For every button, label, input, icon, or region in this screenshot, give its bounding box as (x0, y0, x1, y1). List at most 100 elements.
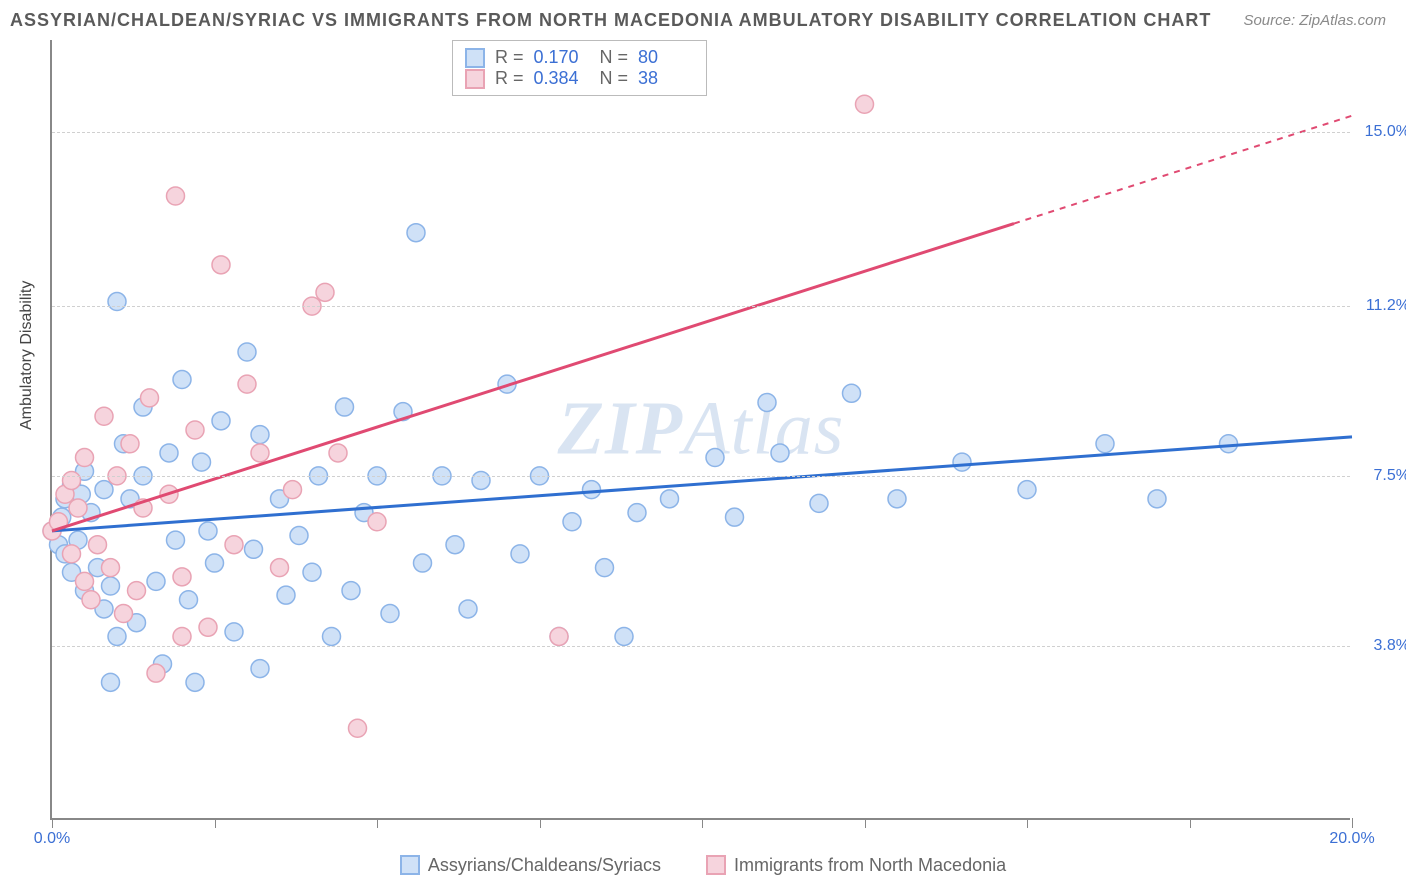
scatter-point (167, 531, 185, 549)
scatter-point (414, 554, 432, 572)
scatter-point (82, 591, 100, 609)
scatter-point (206, 554, 224, 572)
scatter-point (550, 627, 568, 645)
scatter-point (193, 453, 211, 471)
legend-swatch-0 (465, 48, 485, 68)
scatter-point (108, 627, 126, 645)
r-value-1: 0.384 (534, 68, 590, 89)
scatter-point (661, 490, 679, 508)
scatter-point (459, 600, 477, 618)
scatter-point (628, 504, 646, 522)
scatter-point (511, 545, 529, 563)
trend-line (52, 437, 1352, 531)
source-label: Source: ZipAtlas.com (1243, 12, 1386, 29)
scatter-point (225, 623, 243, 641)
scatter-point (102, 577, 120, 595)
gridline (52, 306, 1350, 307)
y-tick-label: 3.8% (1374, 637, 1406, 655)
scatter-point (147, 664, 165, 682)
scatter-point (1220, 435, 1238, 453)
x-tick (702, 818, 703, 828)
scatter-point (63, 471, 81, 489)
scatter-point (342, 582, 360, 600)
y-tick-label: 15.0% (1365, 123, 1406, 141)
scatter-point (953, 453, 971, 471)
legend-item-1: Immigrants from North Macedonia (706, 855, 1006, 876)
scatter-point (102, 673, 120, 691)
legend-label-1: Immigrants from North Macedonia (734, 855, 1006, 876)
scatter-point (596, 559, 614, 577)
scatter-point (407, 224, 425, 242)
scatter-point (251, 426, 269, 444)
scatter-point (726, 508, 744, 526)
scatter-point (810, 494, 828, 512)
scatter-point (316, 283, 334, 301)
x-tick (1190, 818, 1191, 828)
scatter-point (238, 343, 256, 361)
n-label: N = (600, 68, 629, 89)
scatter-point (95, 481, 113, 499)
n-value-0: 80 (638, 47, 694, 68)
y-tick-label: 11.2% (1366, 297, 1406, 315)
scatter-point (186, 421, 204, 439)
scatter-point (1096, 435, 1114, 453)
scatter-point (303, 563, 321, 581)
y-tick-label: 7.5% (1374, 467, 1406, 485)
y-axis-label: Ambulatory Disability (18, 281, 36, 430)
legend-swatch-bottom-1 (706, 855, 726, 875)
scatter-point (563, 513, 581, 531)
scatter-point (1018, 481, 1036, 499)
trend-line (52, 224, 1014, 531)
scatter-point (290, 527, 308, 545)
scatter-point (180, 591, 198, 609)
gridline (52, 646, 1350, 647)
scatter-point (329, 444, 347, 462)
x-tick (865, 818, 866, 828)
scatter-point (472, 471, 490, 489)
legend-label-0: Assyrians/Chaldeans/Syriacs (428, 855, 661, 876)
r-label: R = (495, 47, 524, 68)
scatter-point (446, 536, 464, 554)
scatter-point (173, 627, 191, 645)
n-label: N = (600, 47, 629, 68)
scatter-point (186, 673, 204, 691)
x-tick-label: 0.0% (34, 830, 70, 848)
scatter-point (368, 513, 386, 531)
scatter-point (95, 407, 113, 425)
scatter-point (238, 375, 256, 393)
scatter-point (251, 444, 269, 462)
scatter-point (758, 393, 776, 411)
scatter-point (212, 256, 230, 274)
scatter-point (199, 618, 217, 636)
scatter-point (225, 536, 243, 554)
bottom-legend: Assyrians/Chaldeans/Syriacs Immigrants f… (0, 855, 1406, 881)
scatter-point (583, 481, 601, 499)
scatter-point (89, 536, 107, 554)
x-tick (52, 818, 53, 828)
scatter-point (771, 444, 789, 462)
scatter-point (1148, 490, 1166, 508)
x-tick (1352, 818, 1353, 828)
stat-legend: R = 0.170 N = 80 R = 0.384 N = 38 (452, 40, 707, 96)
stat-row-0: R = 0.170 N = 80 (465, 47, 694, 68)
legend-swatch-bottom-0 (400, 855, 420, 875)
n-value-1: 38 (638, 68, 694, 89)
scatter-point (108, 293, 126, 311)
scatter-point (147, 572, 165, 590)
r-value-0: 0.170 (534, 47, 590, 68)
scatter-point (615, 627, 633, 645)
scatter-point (271, 559, 289, 577)
scatter-point (199, 522, 217, 540)
scatter-point (706, 449, 724, 467)
legend-swatch-1 (465, 69, 485, 89)
scatter-point (284, 481, 302, 499)
gridline (52, 476, 1350, 477)
scatter-point (63, 545, 81, 563)
scatter-point (69, 499, 87, 517)
scatter-point (102, 559, 120, 577)
scatter-point (167, 187, 185, 205)
scatter-point (141, 389, 159, 407)
scatter-point (888, 490, 906, 508)
scatter-point (843, 384, 861, 402)
chart-svg (52, 40, 1350, 818)
